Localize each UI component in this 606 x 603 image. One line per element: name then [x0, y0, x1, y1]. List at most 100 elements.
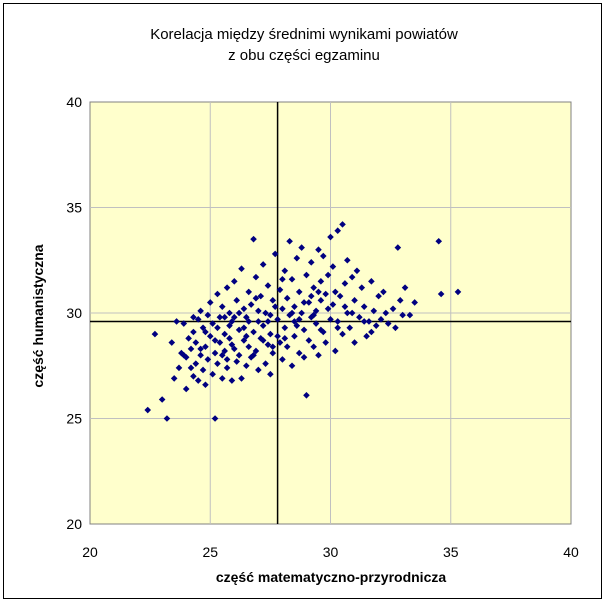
data-point: [187, 345, 195, 353]
data-point: [194, 316, 202, 323]
data-point: [300, 299, 308, 306]
data-point: [221, 347, 228, 355]
data-point: [259, 322, 267, 329]
data-point: [295, 288, 303, 296]
data-point: [300, 354, 308, 361]
data-point: [344, 309, 351, 317]
data-point: [180, 351, 188, 359]
data-point: [257, 292, 265, 300]
data-point: [211, 415, 219, 422]
data-point: [279, 305, 286, 313]
data-point: [360, 318, 368, 325]
data-point: [394, 244, 402, 251]
data-point: [204, 311, 212, 319]
data-point: [454, 288, 462, 296]
data-point: [163, 415, 171, 422]
data-point: [356, 313, 363, 321]
data-point: [317, 278, 325, 285]
data-point: [228, 377, 236, 384]
data-point: [223, 356, 231, 363]
scatter-chart: Korelacja między średnimi wynikami powia…: [30, 26, 579, 585]
data-point: [233, 358, 241, 365]
data-point: [336, 292, 344, 300]
data-point: [358, 284, 366, 291]
data-point: [300, 326, 308, 334]
data-point: [259, 261, 267, 268]
x-axis-label: część matematyczno-przyrodnicza: [216, 569, 447, 585]
data-point: [312, 307, 320, 315]
data-point: [435, 237, 443, 245]
data-point: [231, 313, 238, 321]
data-point: [235, 351, 243, 359]
data-point: [288, 362, 296, 370]
data-point: [144, 406, 152, 414]
data-point: [233, 297, 241, 304]
x-tick-label: 25: [202, 544, 218, 560]
chart-frame: Korelacja między średnimi wynikami powia…: [3, 3, 602, 599]
data-point: [218, 351, 226, 359]
data-point: [380, 288, 387, 296]
data-point: [267, 330, 274, 338]
data-point: [209, 320, 216, 327]
data-point: [221, 330, 228, 338]
data-point: [240, 305, 248, 313]
data-point: [197, 345, 204, 353]
data-point: [307, 259, 315, 266]
data-point: [307, 292, 315, 300]
data-point: [214, 360, 221, 367]
data-point: [319, 252, 327, 260]
data-point: [281, 324, 289, 332]
data-point: [295, 349, 303, 357]
data-point: [401, 284, 409, 291]
data-point: [267, 370, 274, 378]
data-point: [310, 311, 317, 319]
data-point: [305, 299, 313, 306]
y-tick-label: 30: [66, 305, 82, 321]
data-point: [283, 343, 291, 351]
data-point: [327, 233, 334, 241]
data-point: [235, 309, 243, 317]
data-point: [339, 330, 346, 338]
data-point: [245, 288, 253, 296]
data-point: [334, 324, 342, 332]
data-point: [221, 313, 228, 321]
data-point: [199, 366, 207, 374]
data-point: [223, 364, 231, 372]
data-point: [168, 339, 176, 346]
data-point: [216, 339, 224, 346]
data-point: [202, 328, 209, 336]
data-point: [360, 303, 368, 310]
data-point: [255, 318, 262, 325]
data-point: [298, 309, 305, 317]
data-point: [190, 373, 197, 380]
data-point: [218, 303, 226, 310]
chart-title-line-2: z obu części egzaminu: [228, 47, 380, 64]
data-point: [291, 303, 298, 310]
data-point: [329, 301, 337, 308]
data-point: [252, 273, 260, 281]
data-point: [317, 326, 325, 334]
data-point: [180, 320, 188, 327]
data-point: [377, 316, 385, 323]
data-point: [264, 282, 272, 289]
data-point: [209, 370, 216, 378]
data-point: [370, 307, 378, 315]
data-point: [238, 375, 245, 382]
data-point: [310, 284, 317, 291]
x-tick-label: 40: [563, 544, 579, 560]
data-point: [315, 246, 322, 253]
data-point: [322, 339, 329, 346]
data-point: [295, 316, 303, 323]
data-point: [332, 288, 339, 296]
data-point: [231, 345, 238, 353]
data-point: [437, 290, 445, 298]
data-point: [204, 356, 212, 363]
data-point: [353, 267, 361, 275]
data-point: [274, 316, 281, 323]
data-points: [144, 221, 462, 422]
data-point: [368, 328, 375, 336]
data-point: [298, 244, 305, 251]
data-point: [392, 324, 399, 332]
y-tick-label: 20: [66, 516, 82, 532]
data-point: [351, 339, 358, 346]
